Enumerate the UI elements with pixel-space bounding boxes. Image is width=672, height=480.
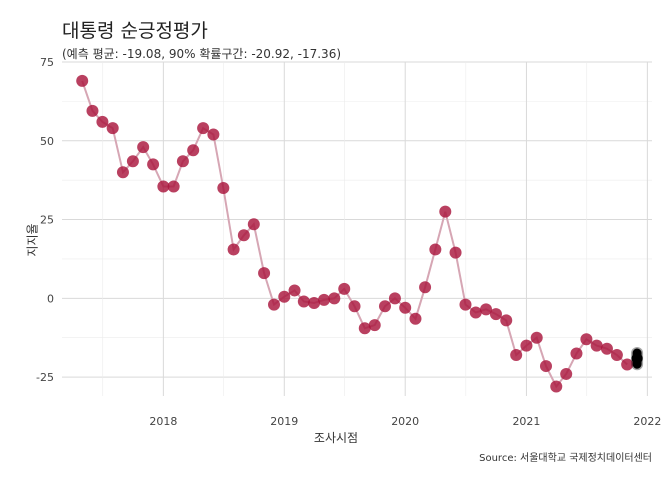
data-point (480, 303, 493, 316)
y-axis-label: 지지율 (25, 223, 40, 257)
data-point (297, 295, 310, 308)
data-point (429, 243, 442, 256)
y-tick-label: 50 (40, 135, 54, 148)
series-points (76, 74, 634, 393)
data-point (399, 301, 412, 314)
data-point (358, 322, 371, 335)
data-point (227, 243, 240, 256)
data-point (378, 300, 391, 313)
data-point (610, 349, 623, 362)
data-point (106, 122, 119, 135)
data-point (207, 128, 220, 141)
forecast-marker (631, 347, 644, 371)
data-point (126, 155, 139, 168)
data-point (167, 180, 180, 193)
data-point (348, 300, 361, 313)
data-point (570, 347, 583, 360)
y-axis-ticks: 75 50 25 0 -25 (36, 56, 54, 384)
x-axis-ticks: 2018 2019 2020 2021 2022 (149, 415, 661, 428)
data-point (116, 166, 129, 179)
chart-title: 대통령 순긍정평가 (62, 20, 208, 42)
data-point (76, 74, 89, 87)
data-point (539, 360, 552, 373)
data-point (96, 115, 109, 128)
data-point (176, 155, 189, 168)
data-point (600, 342, 613, 355)
data-point (147, 158, 160, 171)
data-point (237, 229, 250, 242)
data-point (137, 141, 150, 154)
data-point (157, 180, 170, 193)
y-tick-label: -25 (36, 371, 54, 384)
series-line (81, 80, 628, 389)
data-point (560, 367, 573, 380)
data-point (409, 312, 422, 325)
data-point (86, 104, 99, 117)
data-point (419, 281, 432, 294)
x-tick-label: 2019 (270, 415, 298, 428)
data-point (217, 182, 230, 195)
data-point (500, 314, 513, 327)
source-caption: Source: 서울대학교 국제정치데이터센터 (479, 453, 652, 464)
y-tick-label: 25 (40, 214, 54, 227)
data-point (580, 333, 593, 346)
data-point (368, 319, 381, 332)
data-point (338, 282, 351, 295)
data-point (318, 293, 331, 306)
data-point (308, 297, 321, 310)
x-tick-label: 2020 (391, 415, 419, 428)
data-point (258, 267, 271, 280)
data-point (520, 339, 533, 352)
data-point (197, 122, 210, 135)
forecast-mean-point (631, 352, 643, 364)
data-point (530, 331, 543, 344)
x-tick-label: 2018 (149, 415, 177, 428)
data-point (278, 290, 291, 303)
data-point (510, 349, 523, 362)
y-tick-label: 0 (47, 292, 54, 305)
x-tick-label: 2022 (633, 415, 661, 428)
data-point (469, 306, 482, 319)
data-point (268, 298, 281, 311)
data-point (187, 144, 200, 157)
chart-subtitle: (예측 평균: -19.08, 90% 확률구간: -20.92, -17.36… (62, 47, 342, 61)
x-axis-label: 조사시점 (313, 431, 359, 445)
grid-lines (62, 61, 652, 396)
data-point (388, 292, 401, 305)
y-tick-label: 75 (40, 56, 54, 69)
data-point (550, 380, 563, 393)
x-tick-label: 2021 (512, 415, 540, 428)
data-point (621, 358, 634, 371)
data-point (449, 246, 462, 259)
data-point (247, 218, 260, 231)
data-point (590, 339, 603, 352)
data-point (489, 308, 502, 321)
data-point (288, 284, 301, 297)
data-point (328, 292, 341, 305)
data-point (459, 298, 472, 311)
series-polyline (81, 80, 628, 389)
data-point (439, 205, 452, 218)
